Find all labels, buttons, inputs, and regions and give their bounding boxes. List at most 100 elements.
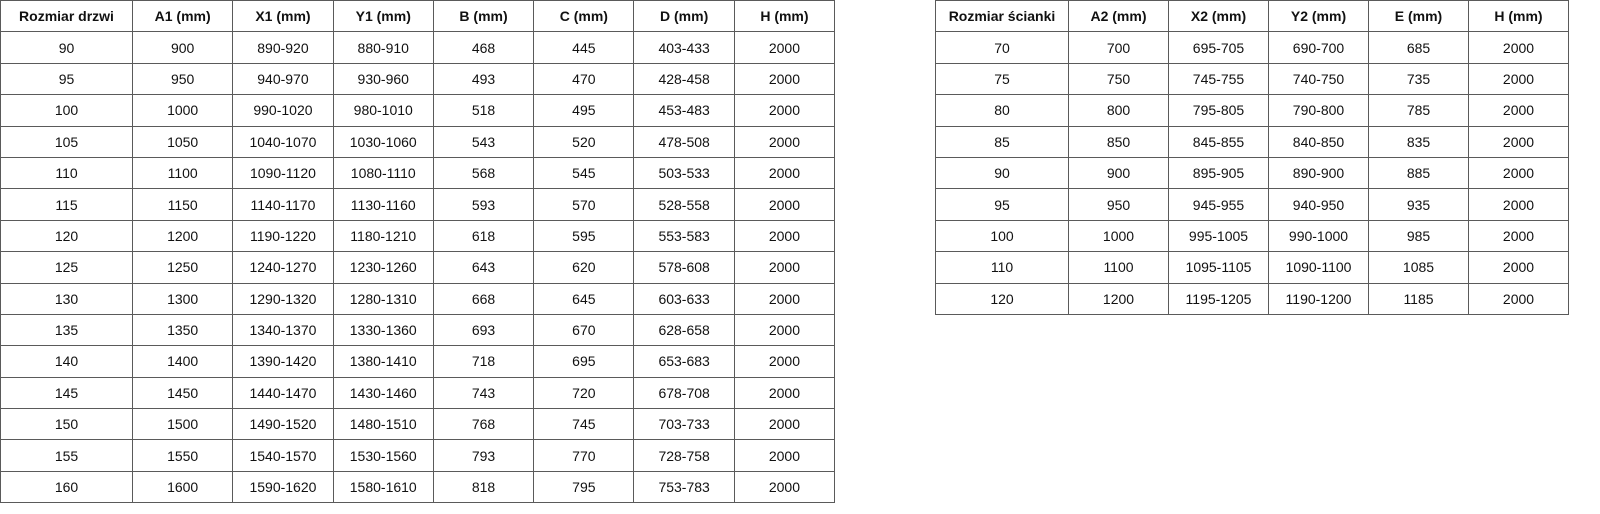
table-cell: 2000 xyxy=(733,188,836,221)
table-row: 70 700 695-705 690-700 685 2000 xyxy=(935,31,1569,64)
table-cell: 678-708 xyxy=(633,376,735,410)
table-cell: 403-433 xyxy=(633,31,735,64)
table-cell: 155 xyxy=(0,439,133,472)
table-cell: 940-950 xyxy=(1268,188,1369,221)
table-cell: 985 xyxy=(1368,219,1469,253)
table-cell: 115 xyxy=(0,188,133,221)
door-dimensions-table: Rozmiar drzwi A1 (mm) X1 (mm) Y1 (mm) B (mm)… xyxy=(0,0,836,504)
table-cell: 945-955 xyxy=(1168,188,1269,221)
table-cell: 628-658 xyxy=(633,313,735,347)
table-cell: 2000 xyxy=(733,156,836,190)
table-cell: 1100 xyxy=(1068,251,1169,284)
table-cell: 578-608 xyxy=(633,251,735,284)
table-row: 130 1300 1290-1320 1280-1310 668 645 603-633 20… xyxy=(0,282,836,315)
table-header-row: Rozmiar drzwi A1 (mm) X1 (mm) Y1 (mm) B (mm)… xyxy=(0,0,836,33)
table-cell: 728-758 xyxy=(633,439,735,472)
table-cell: 703-733 xyxy=(633,408,735,441)
table-cell: 1100 xyxy=(131,156,234,190)
table-cell: 2000 xyxy=(733,125,836,158)
table-cell: 1590-1620 xyxy=(232,470,334,504)
table-cell: 478-508 xyxy=(633,125,735,158)
table-cell: 130 xyxy=(0,282,133,315)
table-cell: 645 xyxy=(533,282,635,315)
table-cell: 618 xyxy=(432,219,535,253)
table-cell: 520 xyxy=(533,125,635,158)
table-cell: 693 xyxy=(432,313,535,347)
table-cell: 695 xyxy=(533,345,635,378)
table-row: 110 1100 1090-1120 1080-1110 568 545 503-533 20… xyxy=(0,156,836,190)
table-cell: 90 xyxy=(935,156,1069,190)
table-cell: 700 xyxy=(1068,31,1169,64)
table-cell: 750 xyxy=(1068,62,1169,96)
table-row: 105 1050 1040-1070 1030-1060 543 520 478-508 20… xyxy=(0,125,836,158)
table-cell: 528-558 xyxy=(633,188,735,221)
table-row: 125 1250 1240-1270 1230-1260 643 620 578-608 20… xyxy=(0,251,836,284)
table-cell: 1150 xyxy=(131,188,234,221)
table-row: 95 950 940-970 930-960 493 470 428-458 2000 xyxy=(0,62,836,96)
table-cell: 100 xyxy=(0,94,133,127)
table-cell: 940-970 xyxy=(232,62,334,96)
column-header: Rozmiar ścianki xyxy=(935,0,1069,33)
table-cell: 1185 xyxy=(1368,282,1469,315)
table-cell: 570 xyxy=(533,188,635,221)
table-cell: 818 xyxy=(432,470,535,504)
column-header: H (mm) xyxy=(1468,0,1569,33)
table-cell: 1040-1070 xyxy=(232,125,334,158)
wall-dimensions-table: Rozmiar ścianki A2 (mm) X2 (mm) Y2 (mm) E (m… xyxy=(935,0,1569,315)
table-cell: 950 xyxy=(1068,188,1169,221)
table-cell: 453-483 xyxy=(633,94,735,127)
table-cell: 1090-1100 xyxy=(1268,251,1369,284)
table-cell: 695-705 xyxy=(1168,31,1269,64)
table-cell: 160 xyxy=(0,470,133,504)
table-cell: 120 xyxy=(935,282,1069,315)
table-row: 140 1400 1390-1420 1380-1410 718 695 653-683 20… xyxy=(0,345,836,378)
table-cell: 1195-1205 xyxy=(1168,282,1269,315)
table-cell: 2000 xyxy=(1468,188,1569,221)
table-cell: 1230-1260 xyxy=(332,251,434,284)
table-cell: 735 xyxy=(1368,62,1469,96)
table-cell: 545 xyxy=(533,156,635,190)
table-cell: 2000 xyxy=(733,282,836,315)
table-row: 110 1100 1095-1105 1090-1100 1085 2000 xyxy=(935,251,1569,284)
table-cell: 885 xyxy=(1368,156,1469,190)
table-cell: 110 xyxy=(935,251,1069,284)
table-cell: 100 xyxy=(935,219,1069,253)
table-cell: 2000 xyxy=(1468,94,1569,127)
table-cell: 850 xyxy=(1068,125,1169,158)
table-cell: 990-1000 xyxy=(1268,219,1369,253)
table-cell: 120 xyxy=(0,219,133,253)
table-cell: 1500 xyxy=(131,408,234,441)
table-cell: 845-855 xyxy=(1168,125,1269,158)
table-cell: 835 xyxy=(1368,125,1469,158)
table-cell: 1390-1420 xyxy=(232,345,334,378)
table-cell: 503-533 xyxy=(633,156,735,190)
table-cell: 1300 xyxy=(131,282,234,315)
table-cell: 1240-1270 xyxy=(232,251,334,284)
table-row: 75 750 745-755 740-750 735 2000 xyxy=(935,62,1569,96)
table-cell: 150 xyxy=(0,408,133,441)
table-cell: 593 xyxy=(432,188,535,221)
table-row: 155 1550 1540-1570 1530-1560 793 770 728-758 20… xyxy=(0,439,836,472)
table-cell: 95 xyxy=(935,188,1069,221)
table-row: 90 900 890-920 880-910 468 445 403-433 2000 xyxy=(0,31,836,64)
table-cell: 568 xyxy=(432,156,535,190)
table-cell: 1530-1560 xyxy=(332,439,434,472)
table-cell: 2000 xyxy=(1468,251,1569,284)
table-cell: 1600 xyxy=(131,470,234,504)
table-cell: 468 xyxy=(432,31,535,64)
table-cell: 2000 xyxy=(733,31,836,64)
table-row: 115 1150 1140-1170 1130-1160 593 570 528-558 20… xyxy=(0,188,836,221)
table-cell: 543 xyxy=(432,125,535,158)
table-cell: 445 xyxy=(533,31,635,64)
table-cell: 95 xyxy=(0,62,133,96)
table-cell: 1250 xyxy=(131,251,234,284)
table-cell: 603-633 xyxy=(633,282,735,315)
table-cell: 1140-1170 xyxy=(232,188,334,221)
table-cell: 1550 xyxy=(131,439,234,472)
table-cell: 2000 xyxy=(733,251,836,284)
table-cell: 1400 xyxy=(131,345,234,378)
table-cell: 1480-1510 xyxy=(332,408,434,441)
table-cell: 1340-1370 xyxy=(232,313,334,347)
table-row: 95 950 945-955 940-950 935 2000 xyxy=(935,188,1569,221)
table-cell: 1130-1160 xyxy=(332,188,434,221)
